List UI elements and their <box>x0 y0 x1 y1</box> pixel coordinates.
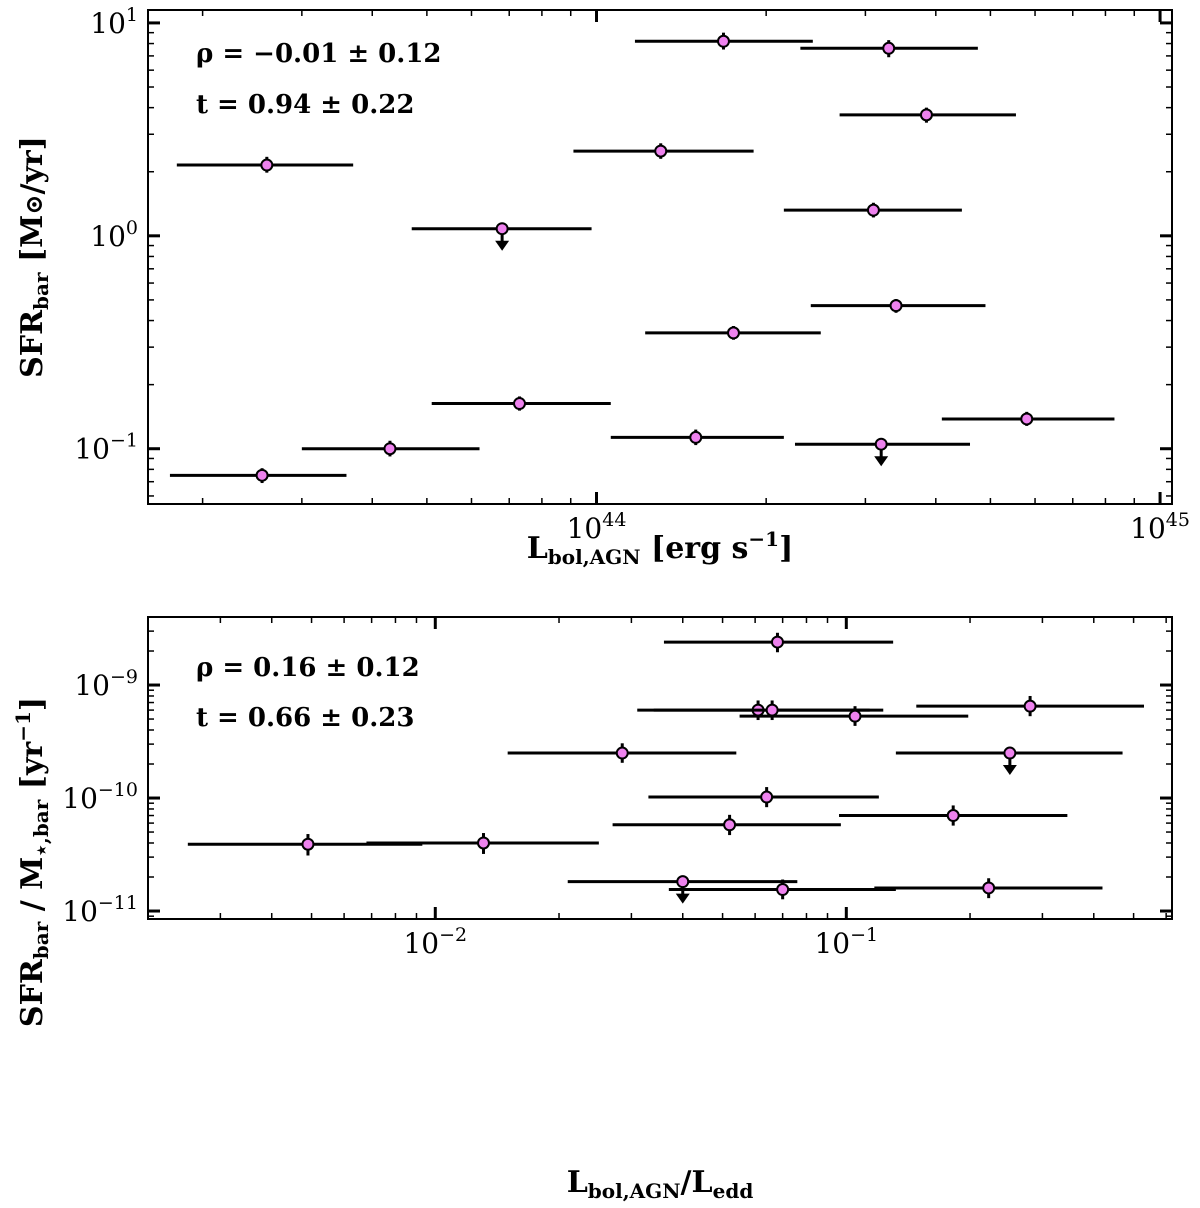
top-annotation-t: t = 0.94 ± 0.22 <box>196 90 414 120</box>
data-marker <box>1003 746 1017 760</box>
data-marker <box>866 203 880 217</box>
data-point <box>839 107 1016 123</box>
data-marker <box>723 818 737 832</box>
bottom-plot-frame <box>147 616 1173 920</box>
top-plot-frame <box>147 9 1173 505</box>
bottom-annotation-rho: ρ = 0.16 ± 0.12 <box>196 653 420 683</box>
x-tick-label: 1045 <box>1130 509 1190 545</box>
upper-limit-arrow <box>874 456 889 467</box>
data-point <box>739 706 969 726</box>
data-marker <box>495 222 509 236</box>
y-tick-label: 10−10 <box>62 779 138 815</box>
data-marker <box>919 108 933 122</box>
data-point <box>794 437 971 467</box>
data-point <box>663 632 894 653</box>
y-tick-label: 10−9 <box>74 666 138 702</box>
top-y-axis-label: SFRbar [M⊙/yr] <box>15 136 53 378</box>
data-point <box>648 787 879 808</box>
bottom-x-axis-label: Lbol,AGN/Ledd <box>567 1165 754 1203</box>
data-marker <box>889 299 903 313</box>
bottom-annotation-t: t = 0.66 ± 0.23 <box>196 703 414 733</box>
data-point <box>176 156 354 173</box>
data-marker <box>301 837 315 851</box>
data-marker <box>882 41 896 55</box>
x-tick-label: 10−2 <box>403 924 467 960</box>
data-marker <box>726 326 740 340</box>
data-point <box>169 468 347 484</box>
data-marker <box>1020 412 1034 426</box>
data-marker <box>512 397 526 411</box>
data-point <box>645 326 821 340</box>
bottom-minor-ticks <box>148 617 1172 919</box>
data-marker <box>982 881 996 895</box>
data-point <box>411 222 592 251</box>
data-marker <box>476 836 490 850</box>
data-point <box>573 143 754 159</box>
upper-limit-arrow <box>495 240 510 251</box>
data-marker <box>383 442 397 456</box>
data-point <box>567 875 798 904</box>
bottom-panel: 10−2 10−1 10−11 10−10 10−9 ρ = 0.16 ± 0.12 t… <box>11 616 1173 1203</box>
data-marker <box>689 430 703 444</box>
y-tick-label: 10−1 <box>74 430 138 466</box>
data-marker <box>760 790 774 804</box>
bottom-tick-labels: 10−2 10−1 10−11 10−10 10−9 <box>62 666 878 960</box>
top-panel: 1044 1045 10−1 100 101 ρ = −0.01 ± 0.12 t = … <box>15 4 1190 569</box>
data-marker <box>676 875 690 889</box>
bottom-data-points <box>187 632 1145 904</box>
y-tick-label: 100 <box>90 217 138 253</box>
data-marker <box>770 635 784 649</box>
data-point <box>187 834 423 856</box>
data-marker <box>1023 699 1037 713</box>
data-point <box>810 298 986 313</box>
data-marker <box>776 883 790 897</box>
data-marker <box>874 437 888 451</box>
data-point <box>874 878 1103 899</box>
data-marker <box>255 468 269 482</box>
x-tick-label: 1044 <box>567 509 627 545</box>
top-data-points <box>169 32 1115 484</box>
data-point <box>783 202 962 218</box>
data-point <box>366 833 599 854</box>
y-tick-label: 101 <box>90 4 138 40</box>
data-marker <box>654 144 668 158</box>
y-tick-label: 10−11 <box>62 892 138 928</box>
data-marker <box>615 746 629 760</box>
data-point <box>634 32 813 50</box>
top-x-axis-label: Lbol,AGN [erg s−1] <box>527 527 794 569</box>
data-marker <box>946 809 960 823</box>
data-marker <box>848 709 862 723</box>
data-point <box>916 695 1145 717</box>
data-point <box>895 746 1123 776</box>
data-point <box>941 411 1115 426</box>
data-point <box>610 429 784 446</box>
data-point <box>612 814 841 836</box>
upper-limit-arrow <box>675 893 690 904</box>
upper-limit-arrow <box>1002 765 1017 776</box>
x-tick-label: 10−1 <box>814 924 878 960</box>
data-point <box>507 743 737 763</box>
top-tick-labels: 1044 1045 10−1 100 101 <box>74 4 1190 545</box>
data-point <box>301 440 480 457</box>
top-annotation-rho: ρ = −0.01 ± 0.12 <box>196 39 442 69</box>
data-point <box>800 40 978 58</box>
data-point <box>668 879 896 900</box>
data-point <box>431 396 611 411</box>
data-marker <box>260 158 274 172</box>
top-minor-ticks <box>148 10 1172 504</box>
data-marker <box>765 703 779 717</box>
data-marker <box>716 34 730 48</box>
bottom-y-axis-label: SFRbar / M⋆,bar [yr−1] <box>11 697 53 1027</box>
data-point <box>839 805 1068 826</box>
